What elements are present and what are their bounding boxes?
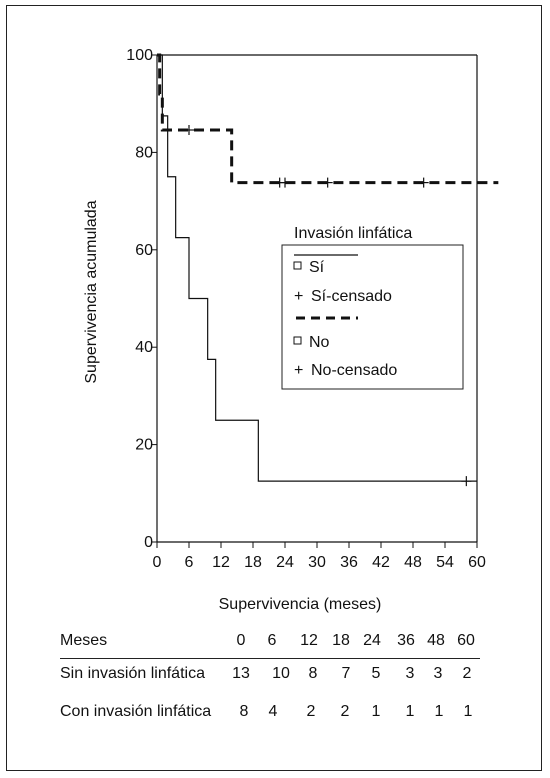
- x-tick-label: 36: [340, 554, 358, 571]
- legend-plus-glyph: +: [294, 362, 303, 379]
- x-tick-label: 0: [153, 554, 162, 571]
- x-axis-label: Supervivencia (meses): [219, 596, 382, 613]
- y-tick-label: 80: [135, 144, 153, 161]
- survival-curve-si: [157, 54, 477, 482]
- risk-table: Meses 0 6 12 18 24 36 48 60 Sin invasión…: [60, 628, 480, 735]
- y-tick-label: 20: [135, 437, 153, 454]
- risk-value-cell: 5: [371, 665, 381, 682]
- risk-month-cell: 48: [427, 632, 445, 649]
- y-tick-label: 0: [144, 534, 153, 551]
- legend-square-marker: [293, 336, 302, 345]
- legend-plus-glyph: +: [294, 288, 303, 305]
- risk-value-cell: 1: [371, 703, 381, 720]
- risk-table-header: Meses 0 6 12 18 24 36 48 60: [60, 628, 480, 659]
- x-tick-label: 48: [404, 554, 422, 571]
- legend-box: [281, 244, 464, 390]
- risk-month-cell: 12: [300, 632, 318, 649]
- risk-value-cell: 2: [306, 703, 316, 720]
- risk-row-label: Sin invasión linfática: [60, 665, 205, 682]
- x-tick-label: 42: [372, 554, 390, 571]
- survival-curve-no: [157, 53, 499, 185]
- risk-value-cell: 2: [462, 665, 472, 682]
- risk-value-cell: 1: [434, 703, 444, 720]
- chart-axes: 0 6 12 18 24 30 36 42 48 54 60 0 20 40 60 80 100: [126, 47, 486, 571]
- x-tick-label: 12: [212, 554, 230, 571]
- legend-title: Invasión linfática: [294, 225, 412, 242]
- risk-value-cell: 3: [433, 665, 443, 682]
- legend-entry-no: No: [309, 334, 330, 351]
- plot-area: [157, 53, 499, 487]
- x-tick-label: 6: [185, 554, 194, 571]
- risk-value-cell: 8: [308, 665, 318, 682]
- risk-value-cell: 1: [463, 703, 473, 720]
- risk-month-cell: 18: [332, 632, 350, 649]
- risk-table-row: Sin invasión linfática 13 10 8 7 5 3 3 2: [60, 659, 480, 697]
- risk-month-cell: 60: [457, 632, 475, 649]
- legend-entry-si: Sí: [309, 259, 325, 276]
- y-tick-label: 100: [126, 47, 153, 64]
- x-tick-label: 18: [244, 554, 262, 571]
- x-tick-label: 60: [468, 554, 486, 571]
- risk-month-cell: 0: [236, 632, 246, 649]
- legend: Invasión linfática Sí + Sí-censado No + …: [281, 225, 464, 390]
- survival-chart: 0 6 12 18 24 30 36 42 48 54 60 0 20 40 60 80 100 Supervi…: [83, 47, 499, 613]
- risk-table-header-label: Meses: [60, 632, 108, 649]
- risk-month-cell: 6: [267, 632, 277, 649]
- risk-value-cell: 4: [268, 703, 278, 720]
- risk-value-cell: 13: [232, 665, 250, 682]
- risk-value-cell: 8: [239, 703, 249, 720]
- y-tick-label: 60: [135, 242, 153, 259]
- y-axis-label: Supervivencia acumulada: [83, 200, 100, 383]
- risk-value-cell: 2: [340, 703, 350, 720]
- risk-row-label: Con invasión linfática: [60, 703, 212, 720]
- y-tick-label: 40: [135, 339, 153, 356]
- risk-value-cell: 3: [405, 665, 415, 682]
- risk-table-row: Con invasión linfática 8 4 2 2 1 1 1 1: [60, 697, 480, 735]
- legend-entry-si-censado: Sí-censado: [311, 288, 392, 305]
- legend-square-marker: [293, 261, 302, 270]
- x-tick-label: 30: [308, 554, 326, 571]
- risk-month-cell: 24: [363, 632, 381, 649]
- risk-value-cell: 7: [341, 665, 351, 682]
- legend-entry-no-censado: No-censado: [311, 362, 397, 379]
- figure-frame: [6, 5, 542, 771]
- risk-value-cell: 1: [405, 703, 415, 720]
- x-tick-label: 24: [276, 554, 294, 571]
- risk-value-cell: 10: [272, 665, 290, 682]
- risk-month-cell: 36: [397, 632, 415, 649]
- x-tick-label: 54: [436, 554, 454, 571]
